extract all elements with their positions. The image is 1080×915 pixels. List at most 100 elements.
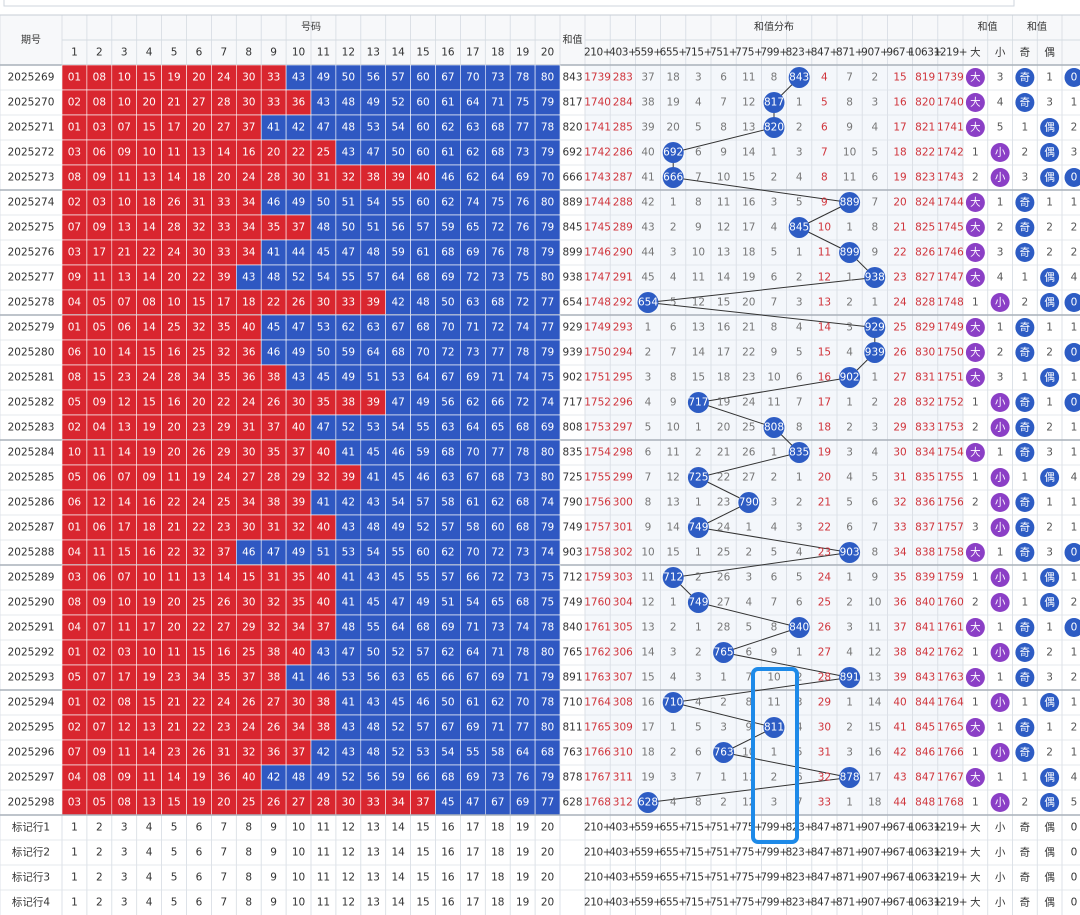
number-cell	[86, 189, 113, 216]
omission: 8	[695, 797, 702, 809]
omission: 3	[645, 372, 652, 384]
omission: 307	[613, 672, 633, 684]
number: 73	[466, 347, 479, 359]
number-cell	[111, 139, 138, 166]
number: 32	[342, 172, 355, 184]
marker-circle	[990, 568, 1010, 587]
number: 79	[541, 522, 554, 534]
omission: 11	[818, 247, 831, 259]
number: 54	[367, 197, 381, 209]
number: 14	[142, 747, 156, 759]
number: 55	[342, 272, 355, 284]
connector	[698, 402, 775, 428]
number: 09	[118, 147, 131, 159]
number-cell	[335, 739, 362, 766]
footer-distribution: 871+	[836, 822, 863, 834]
omission: 1	[645, 322, 652, 334]
number-cell	[285, 239, 312, 266]
number: 03	[93, 197, 106, 209]
number: 47	[317, 422, 330, 434]
omission: 17	[818, 397, 831, 409]
number-cell	[61, 289, 88, 316]
number: 22	[167, 497, 180, 509]
omission: 1	[846, 272, 853, 284]
number: 39	[391, 172, 404, 184]
distribution-column: 559+	[634, 47, 661, 59]
number-cell	[285, 364, 312, 391]
number: 48	[267, 272, 280, 284]
number: 38	[367, 172, 380, 184]
omission: 18	[742, 247, 755, 259]
number-cell	[360, 114, 386, 141]
number-cell	[186, 664, 212, 691]
number-cell	[285, 389, 312, 416]
number: 11	[167, 472, 180, 484]
number: 17	[142, 622, 155, 634]
number: 66	[466, 572, 480, 584]
number: 05	[68, 397, 81, 409]
number-cell	[509, 314, 536, 341]
connector	[723, 752, 850, 778]
number-cell	[360, 689, 386, 716]
omission: 11	[868, 622, 881, 634]
omission: 1	[796, 97, 803, 109]
number-cell	[460, 239, 486, 266]
number: 77	[491, 447, 504, 459]
omission: 3	[796, 147, 803, 159]
number-cell	[61, 439, 88, 466]
omission: 283	[613, 72, 633, 84]
footer-distribution: 823+	[786, 897, 813, 909]
number: 13	[142, 722, 155, 734]
omission: 838	[915, 547, 935, 559]
footer-number: 18	[491, 847, 504, 859]
number: 36	[242, 347, 256, 359]
number: 61	[441, 97, 454, 109]
number-column: 4	[146, 47, 153, 59]
number: 32	[192, 322, 205, 334]
number: 40	[317, 522, 330, 534]
size-cell: 小	[995, 147, 1006, 159]
number-cell	[161, 564, 187, 591]
connector	[698, 602, 800, 628]
highlight-box	[751, 667, 799, 844]
number-cell	[310, 289, 337, 316]
number-cell	[186, 64, 212, 91]
omission: 294	[613, 347, 633, 359]
number-column: 19	[516, 47, 529, 59]
number-cell	[310, 589, 337, 616]
footer-number: 11	[317, 847, 330, 859]
number: 21	[167, 722, 180, 734]
number: 64	[491, 172, 505, 184]
parity-cell: 偶	[1044, 471, 1055, 484]
number-cell	[509, 514, 536, 541]
number-cell	[61, 639, 88, 666]
number-cell	[460, 539, 486, 566]
number: 30	[342, 797, 355, 809]
number: 40	[317, 447, 330, 459]
size-cell: 小	[995, 572, 1006, 584]
omission: 3	[771, 797, 778, 809]
omission: 1752	[937, 397, 964, 409]
size-cell: 小	[995, 472, 1006, 484]
omission: 5	[871, 472, 878, 484]
parity-cell: 奇	[1020, 321, 1031, 334]
number: 68	[441, 247, 454, 259]
footer-extra: 0	[1071, 847, 1078, 859]
omission: 5	[771, 247, 778, 259]
number: 04	[68, 772, 82, 784]
number: 48	[342, 622, 355, 634]
number-cell	[186, 314, 212, 341]
omission: 1749	[937, 322, 964, 334]
number: 38	[267, 647, 280, 659]
number: 62	[441, 197, 454, 209]
omission: 19	[641, 772, 654, 784]
size-cell: 大	[970, 321, 981, 334]
extra-cell: 1	[1071, 372, 1078, 384]
marker-circle	[990, 293, 1010, 312]
sum: 710	[562, 697, 582, 709]
omission: 5	[796, 572, 803, 584]
footer-number: 13	[367, 822, 380, 834]
omission: 22	[893, 247, 906, 259]
omission: 6	[796, 772, 803, 784]
size-cell: 小	[995, 397, 1006, 409]
